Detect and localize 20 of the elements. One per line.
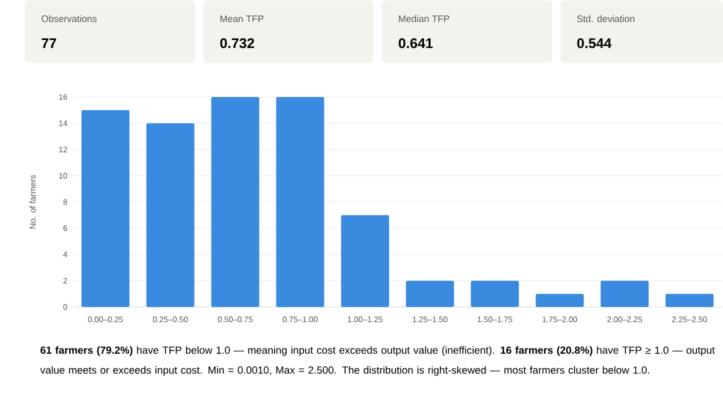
bar bbox=[666, 294, 714, 307]
text: 0.732 bbox=[220, 38, 254, 48]
bar bbox=[341, 215, 390, 307]
text: Observations bbox=[42, 15, 97, 22]
text: 77 bbox=[42, 38, 56, 48]
y-axis-title: No. of farmers bbox=[30, 175, 36, 229]
text: 0.544 bbox=[577, 38, 612, 48]
bar bbox=[211, 96, 260, 307]
bar bbox=[536, 294, 584, 307]
bar bbox=[600, 280, 649, 307]
text: Std. deviation bbox=[577, 15, 634, 22]
bar bbox=[276, 96, 324, 307]
text: Mean TFP bbox=[220, 15, 264, 22]
text: 61 farmers (79.2%) have TFP below 1.0 — meaning input cost exceeds output value (inefficient). 16 farmers (20.8%) have TFP ≥ 1.0 — output value meets or exceeds input cost. Min = 0.0010, Max = 2.500. The distribution is right-skewed — most farmers cluster below 1.0. bbox=[40, 346, 715, 376]
bar bbox=[470, 280, 519, 307]
text: Median TFP bbox=[398, 15, 450, 22]
text: 0.641 bbox=[398, 38, 433, 48]
bar bbox=[406, 280, 454, 307]
bar bbox=[146, 123, 194, 307]
bar bbox=[81, 110, 130, 307]
